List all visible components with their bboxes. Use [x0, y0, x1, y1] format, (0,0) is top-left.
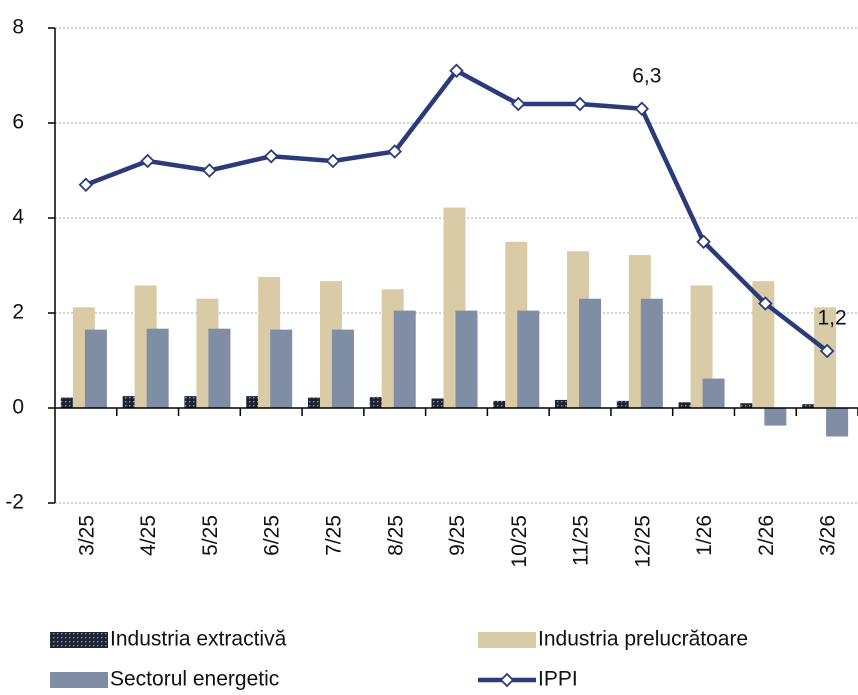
bar: [640, 298, 663, 408]
bar: [517, 310, 540, 408]
bar: [740, 403, 753, 408]
marker: [510, 96, 526, 112]
bar: [752, 281, 775, 408]
bar: [84, 329, 107, 408]
bar: [702, 378, 725, 408]
bar: [455, 310, 478, 408]
marker: [202, 163, 217, 178]
x-tick-label: 3/26: [817, 515, 840, 556]
x-tick-label: 10/25: [508, 515, 531, 568]
legend-swatch: [499, 672, 515, 688]
bar: [802, 404, 815, 408]
bar: [307, 397, 320, 408]
x-tick-label: 6/25: [261, 515, 284, 556]
x-tick-label: 2/26: [755, 515, 778, 556]
legend-swatch: [50, 672, 108, 688]
x-tick-label: 12/25: [631, 515, 654, 568]
marker: [696, 234, 711, 250]
marker: [78, 177, 94, 193]
legend-swatch: [50, 632, 108, 648]
marker: [449, 63, 464, 79]
bar: [331, 329, 354, 408]
bar: [690, 285, 713, 408]
x-tick-label: 3/25: [75, 515, 98, 556]
y-tick-label: 0: [12, 396, 24, 419]
y-tick-label: 6: [12, 111, 24, 134]
bar: [579, 298, 602, 408]
bar: [184, 396, 197, 408]
marker: [325, 153, 341, 169]
bar: [764, 408, 787, 426]
bar: [678, 402, 691, 408]
legend-label: Industria prelucrătoare: [538, 628, 748, 651]
x-tick-label: 1/26: [693, 515, 716, 556]
bar: [146, 328, 169, 408]
bar: [431, 398, 444, 408]
x-tick-label: 4/25: [137, 515, 160, 556]
y-tick-label: 4: [12, 206, 24, 229]
marker: [263, 148, 279, 164]
marker: [634, 101, 650, 117]
bar: [122, 396, 135, 408]
bar: [369, 397, 382, 408]
marker: [140, 153, 155, 169]
bar: [393, 310, 416, 408]
legend-swatch: [478, 632, 536, 648]
bar: [60, 397, 73, 408]
x-tick-label: 11/25: [570, 515, 593, 566]
bar: [270, 329, 293, 408]
data-label: 6,3: [632, 64, 661, 87]
y-tick-label: -2: [5, 491, 24, 514]
bar: [246, 396, 259, 408]
legend-label: Sectorul energetic: [110, 668, 279, 691]
x-tick-label: 5/25: [199, 515, 222, 556]
bar: [208, 328, 231, 408]
data-label: 1,2: [818, 307, 847, 330]
legend-label: IPPI: [538, 668, 578, 691]
bar: [555, 399, 568, 408]
marker: [819, 343, 835, 359]
bar: [826, 408, 849, 437]
y-tick-label: 8: [12, 16, 24, 39]
bar: [814, 307, 837, 408]
marker: [758, 296, 773, 311]
marker: [572, 96, 588, 112]
x-tick-label: 9/25: [446, 515, 469, 556]
bar: [616, 400, 629, 408]
legend-label: Industria extractivă: [110, 628, 287, 651]
marker: [387, 144, 403, 159]
bar: [493, 400, 506, 408]
x-tick-label: 8/25: [384, 515, 407, 556]
x-tick-label: 7/25: [323, 515, 346, 556]
y-tick-label: 2: [12, 301, 24, 324]
